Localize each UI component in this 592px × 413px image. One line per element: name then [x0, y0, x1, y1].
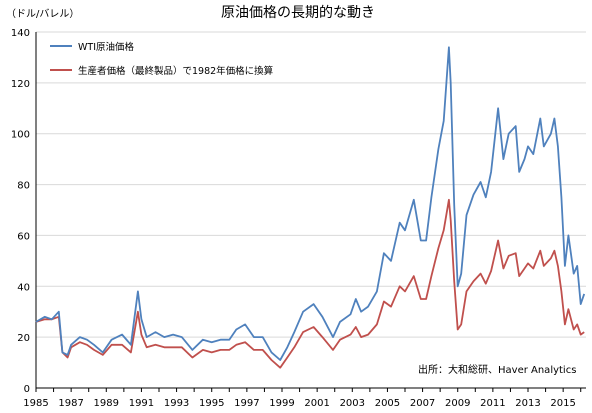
- y-tick-label: 20: [17, 333, 30, 344]
- source-note: 出所：大和総研、Haver Analytics: [418, 363, 576, 376]
- y-tick-label: 80: [17, 181, 30, 192]
- line-ppi-adjusted: [35, 198, 585, 369]
- x-axis: 1985 1987 1989 1991 1993 1995 1997 1999 2001 2003…: [23, 387, 586, 409]
- series-lines: [35, 46, 586, 369]
- x-tick-label: 1985: [23, 398, 48, 409]
- x-tick-label: 2003: [340, 398, 365, 409]
- x-tick-label: 1989: [94, 398, 119, 409]
- x-tick-label: 2013: [515, 398, 540, 409]
- chart-title: 原油価格の長期的な動き: [221, 5, 375, 21]
- line-wti: [35, 46, 586, 361]
- x-tick-label: 2001: [304, 398, 329, 409]
- y-tick-label: 140: [11, 28, 30, 39]
- legend: WTI原油価格 生産者価格（最終製品）で1982年価格に換算: [50, 41, 273, 77]
- x-tick-label: 2009: [445, 398, 470, 409]
- y-tick-label: 40: [17, 282, 30, 293]
- x-tick-label: 1997: [234, 398, 259, 409]
- x-tick-label: 2011: [480, 398, 505, 409]
- legend-label-wti: WTI原油価格: [78, 41, 134, 53]
- y-tick-label: 60: [17, 231, 30, 242]
- x-tick-label: 1999: [269, 398, 294, 409]
- x-tick-label: 1995: [199, 398, 224, 409]
- y-tick-label: 100: [11, 130, 30, 141]
- y-axis: 0 20 40 60 80 100 120 140: [11, 28, 37, 395]
- grid-lines: [36, 31, 586, 338]
- x-tick-label: 1987: [58, 398, 83, 409]
- y-tick-label: 120: [11, 79, 30, 90]
- legend-label-ppi-adjusted: 生産者価格（最終製品）で1982年価格に換算: [78, 65, 273, 77]
- y-tick-label: 0: [24, 384, 30, 395]
- x-tick-label: 2007: [410, 398, 435, 409]
- x-tick-label: 2005: [375, 398, 400, 409]
- y-axis-unit-label: （ドル/バレル）: [6, 8, 79, 20]
- x-tick-label: 1993: [164, 398, 189, 409]
- x-tick-label: 1991: [129, 398, 154, 409]
- x-tick-label: 2015: [550, 398, 575, 409]
